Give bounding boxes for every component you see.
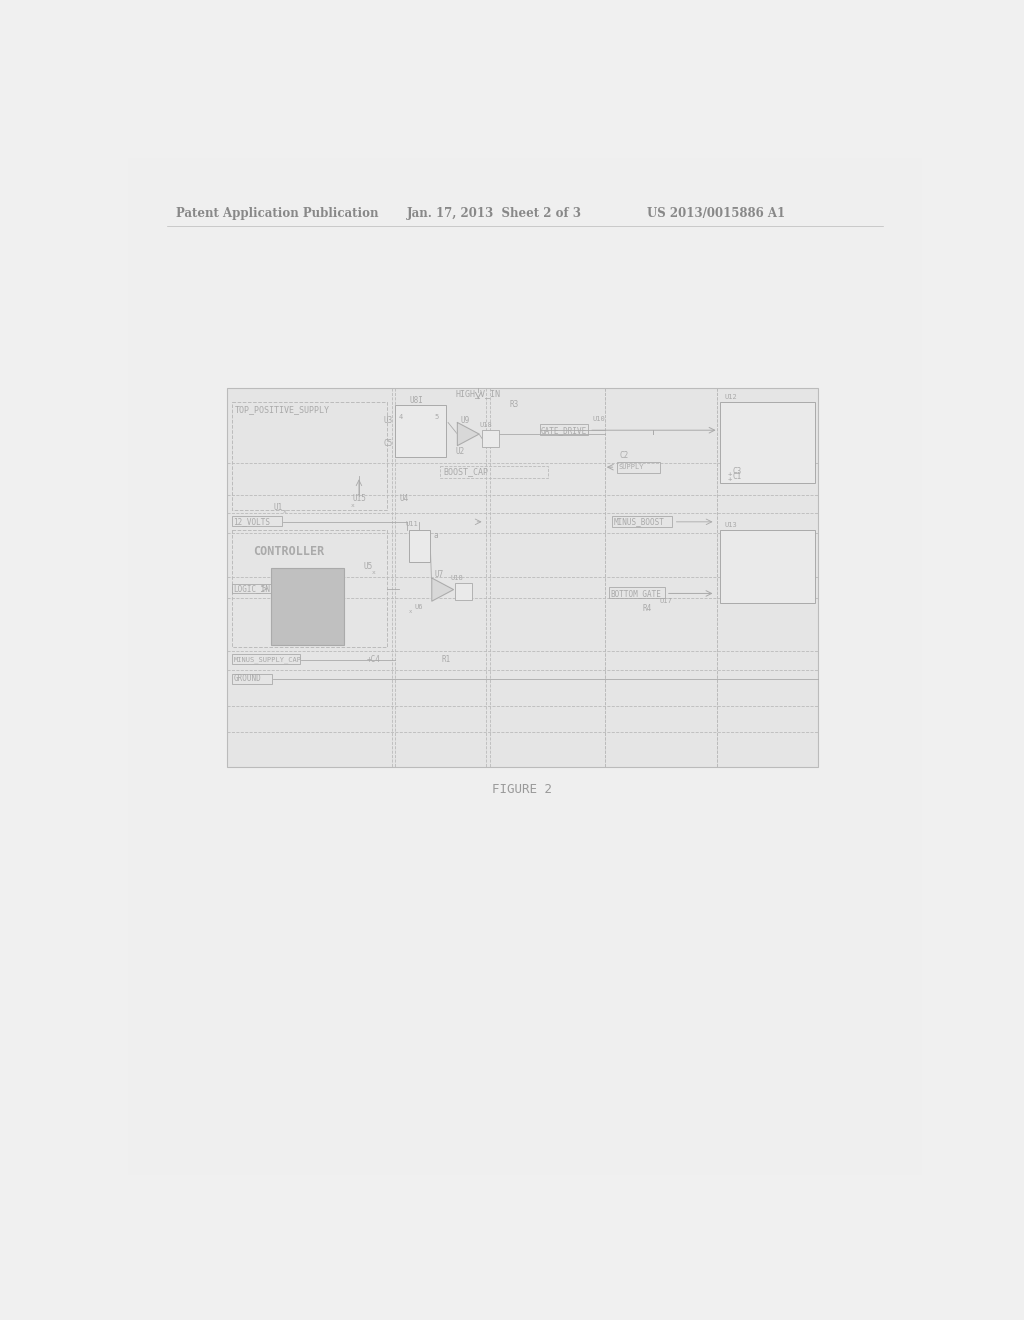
Text: US 2013/0015886 A1: US 2013/0015886 A1	[647, 207, 785, 220]
Text: GATE_DRIVE: GATE_DRIVE	[541, 426, 588, 434]
Polygon shape	[458, 422, 479, 446]
Bar	[720, 529, 815, 603]
Text: R3: R3	[509, 400, 518, 409]
Bar	[540, 424, 588, 434]
Text: 5: 5	[434, 414, 438, 420]
Text: TOP_POSITIVE_SUPPLY: TOP_POSITIVE_SUPPLY	[234, 405, 330, 413]
Text: U8I: U8I	[410, 396, 423, 405]
Bar	[720, 401, 815, 483]
Text: SUPPLY: SUPPLY	[618, 465, 644, 470]
Text: CONTROLLER: CONTROLLER	[254, 545, 325, 557]
Text: +: +	[728, 475, 732, 482]
Text: FIGURE 2: FIGURE 2	[493, 783, 553, 796]
Bar	[611, 516, 672, 527]
Text: U12: U12	[725, 395, 737, 400]
Text: LOGIC_IN: LOGIC_IN	[233, 585, 270, 593]
Bar	[231, 401, 387, 510]
Text: U18: U18	[479, 422, 492, 428]
Text: U10: U10	[592, 416, 605, 422]
Bar	[609, 587, 665, 598]
Text: +C4: +C4	[367, 655, 381, 664]
Text: a: a	[433, 531, 438, 540]
Text: U1: U1	[273, 503, 283, 512]
Bar	[231, 585, 272, 594]
Text: C5: C5	[384, 438, 393, 447]
Text: U2: U2	[456, 446, 465, 455]
Text: x: x	[409, 609, 412, 614]
Text: 12_VOLTS: 12_VOLTS	[233, 517, 270, 527]
Text: U17: U17	[659, 598, 673, 605]
Bar	[482, 430, 500, 447]
Bar	[227, 388, 818, 767]
Text: U7: U7	[435, 570, 444, 578]
Bar	[617, 462, 659, 473]
Text: R1: R1	[442, 655, 452, 664]
Text: GROUND: GROUND	[233, 675, 261, 684]
Text: Patent Application Publication: Patent Application Publication	[176, 207, 379, 220]
Text: MINUS_BOOST: MINUS_BOOST	[613, 517, 664, 527]
Text: C2: C2	[620, 451, 629, 461]
Bar	[231, 673, 272, 684]
Text: U15: U15	[352, 494, 367, 503]
Bar	[409, 529, 430, 562]
Text: +: +	[728, 471, 732, 477]
Text: HIGH_V_IN: HIGH_V_IN	[456, 389, 501, 399]
Text: C1: C1	[732, 473, 741, 480]
Bar	[439, 466, 548, 478]
Text: MINUS_SUPPLY_CAP: MINUS_SUPPLY_CAP	[233, 656, 301, 663]
Text: U9: U9	[461, 416, 470, 425]
Text: Jan. 17, 2013  Sheet 2 of 3: Jan. 17, 2013 Sheet 2 of 3	[407, 207, 582, 220]
Bar	[231, 529, 387, 647]
Text: x: x	[372, 570, 375, 576]
Text: C3: C3	[732, 467, 741, 477]
Text: U13: U13	[725, 521, 737, 528]
Text: U4: U4	[399, 494, 409, 503]
Text: U18: U18	[451, 576, 463, 581]
Bar	[231, 655, 300, 664]
Bar	[455, 583, 472, 601]
Text: x: x	[351, 503, 355, 508]
Bar	[270, 568, 344, 645]
Text: BOOST_CAP: BOOST_CAP	[443, 467, 488, 477]
Bar	[395, 405, 445, 457]
Bar	[227, 388, 818, 767]
Text: U11: U11	[406, 521, 418, 527]
Text: R4: R4	[643, 605, 652, 614]
Polygon shape	[432, 578, 454, 601]
Bar	[231, 516, 283, 527]
Text: U3: U3	[384, 416, 393, 425]
Text: x: x	[283, 510, 287, 515]
Text: 4: 4	[398, 414, 402, 420]
Text: U5: U5	[364, 562, 373, 572]
Text: U6: U6	[415, 603, 423, 610]
Text: BOTTOM_GATE: BOTTOM_GATE	[611, 589, 662, 598]
